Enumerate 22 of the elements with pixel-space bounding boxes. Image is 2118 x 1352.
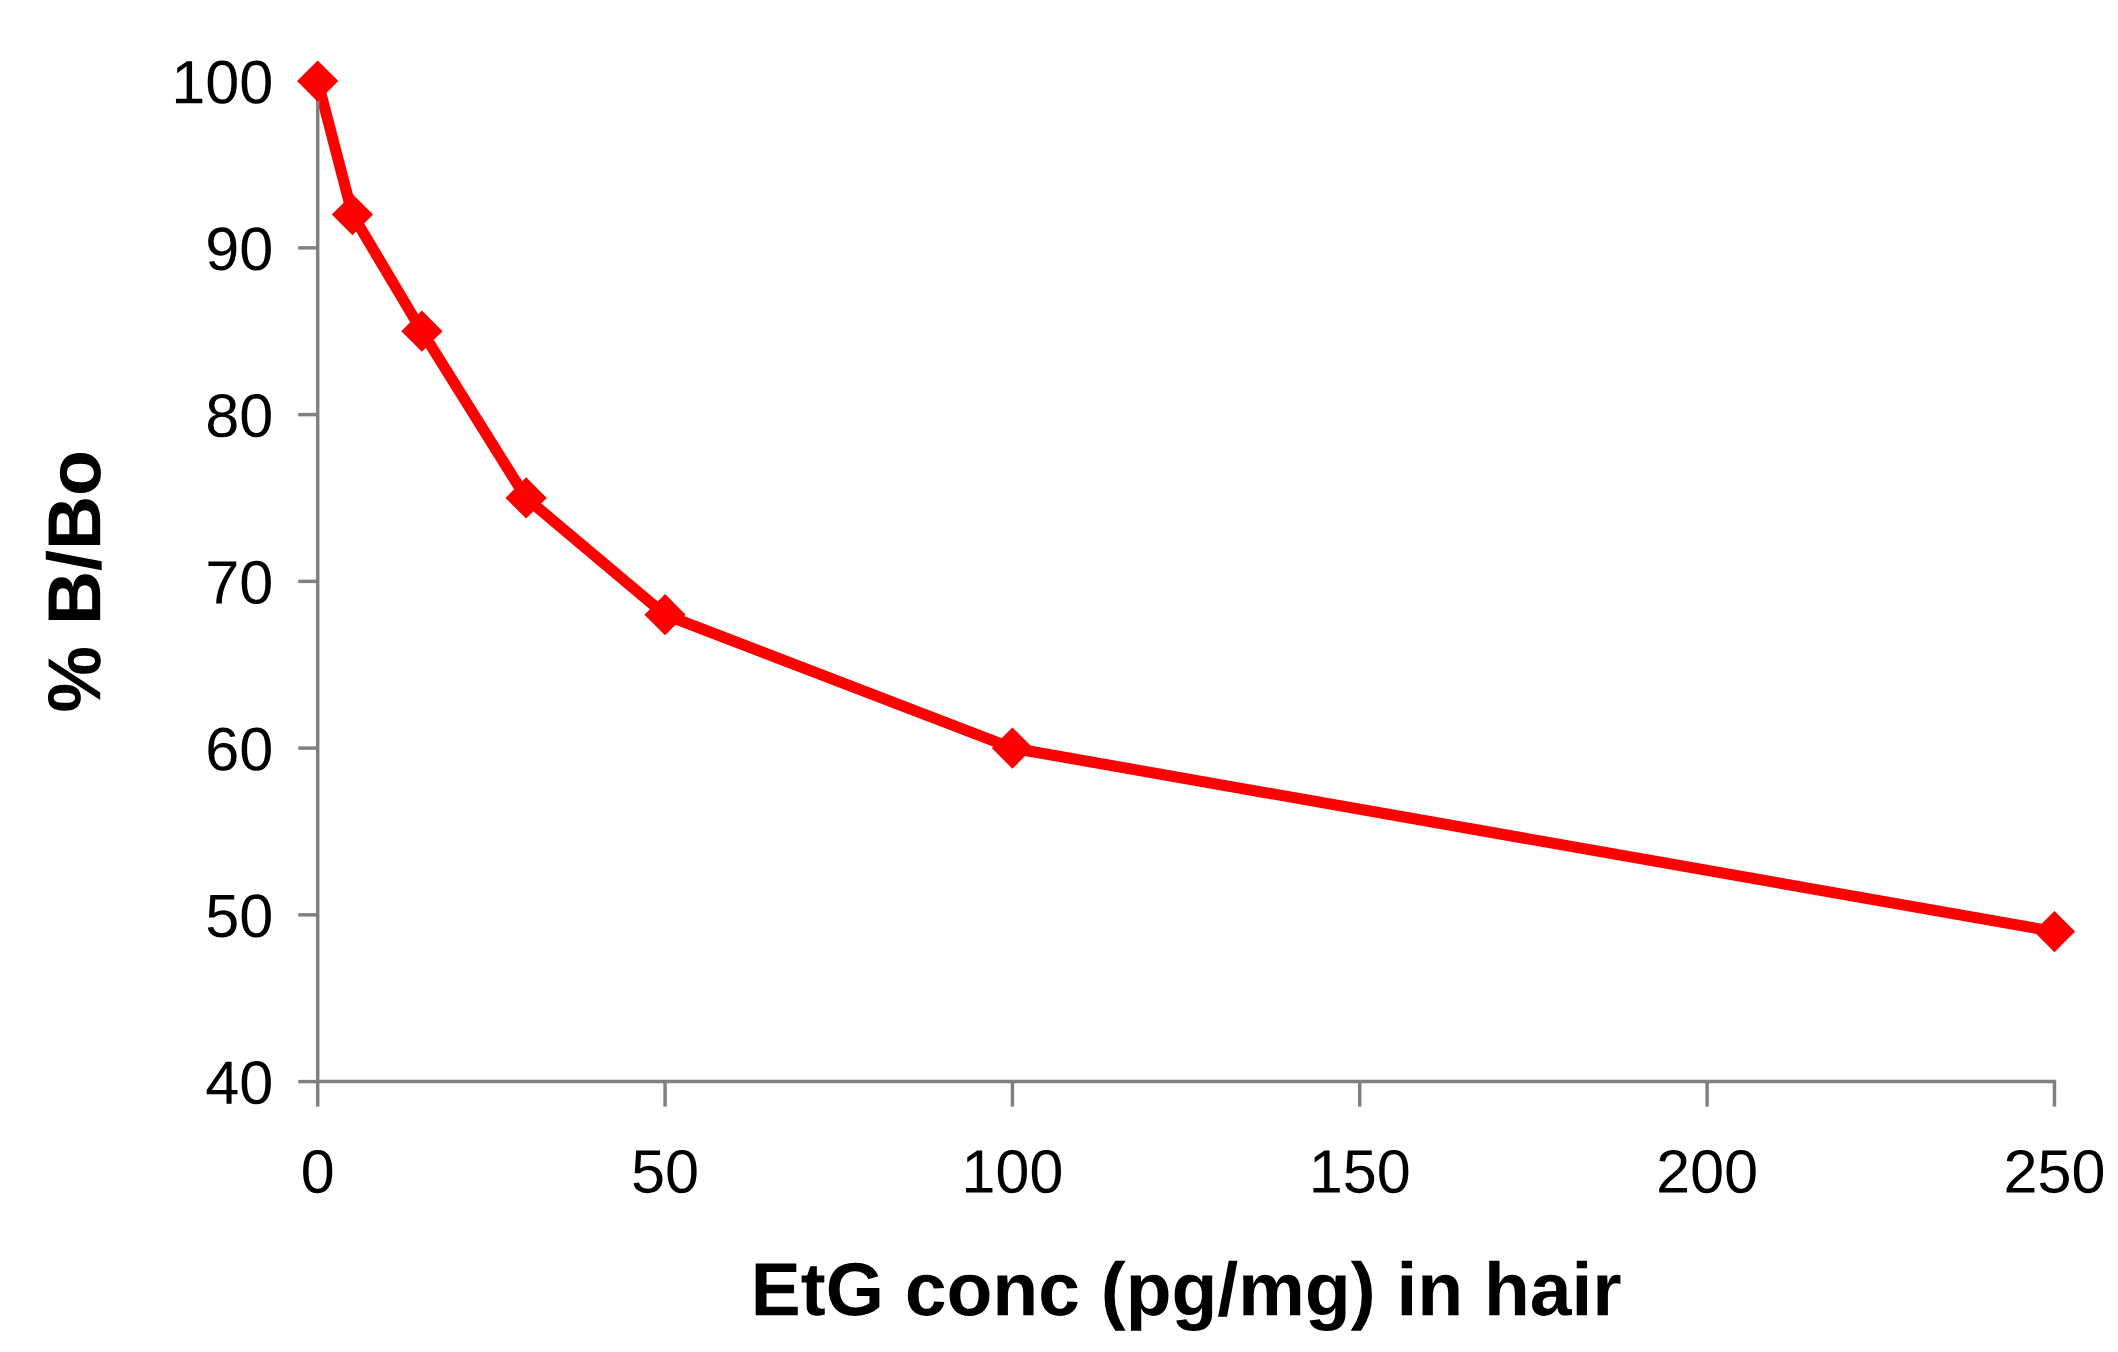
point [644,594,686,636]
x-tick-label: 250 [2006,1149,2104,1194]
y-tick-label: 100 [175,60,271,104]
x-axis-title: EtG conc (pg/mg) in hair [755,1260,1621,1332]
point [297,60,339,102]
y-tick-label: 70 [208,560,271,605]
x-tick-label: 0 [303,1149,333,1194]
x-tick-label: 100 [966,1149,1061,1194]
y-tick-label: 60 [208,727,271,771]
point [505,477,547,519]
y-tick-label: 40 [206,1061,271,1105]
x-tick-label: 200 [1659,1149,1756,1194]
x-tick-label: 150 [1313,1149,1409,1194]
y-tick-label: 80 [207,394,271,438]
point [401,310,443,352]
y-tick-label: 90 [208,227,271,271]
point [2034,911,2075,952]
y-axis-title: % B/Bo [45,453,102,711]
point [992,727,1033,769]
x-tick-label: 50 [633,1149,697,1194]
point [332,194,373,235]
y-tick-label: 50 [207,894,271,938]
